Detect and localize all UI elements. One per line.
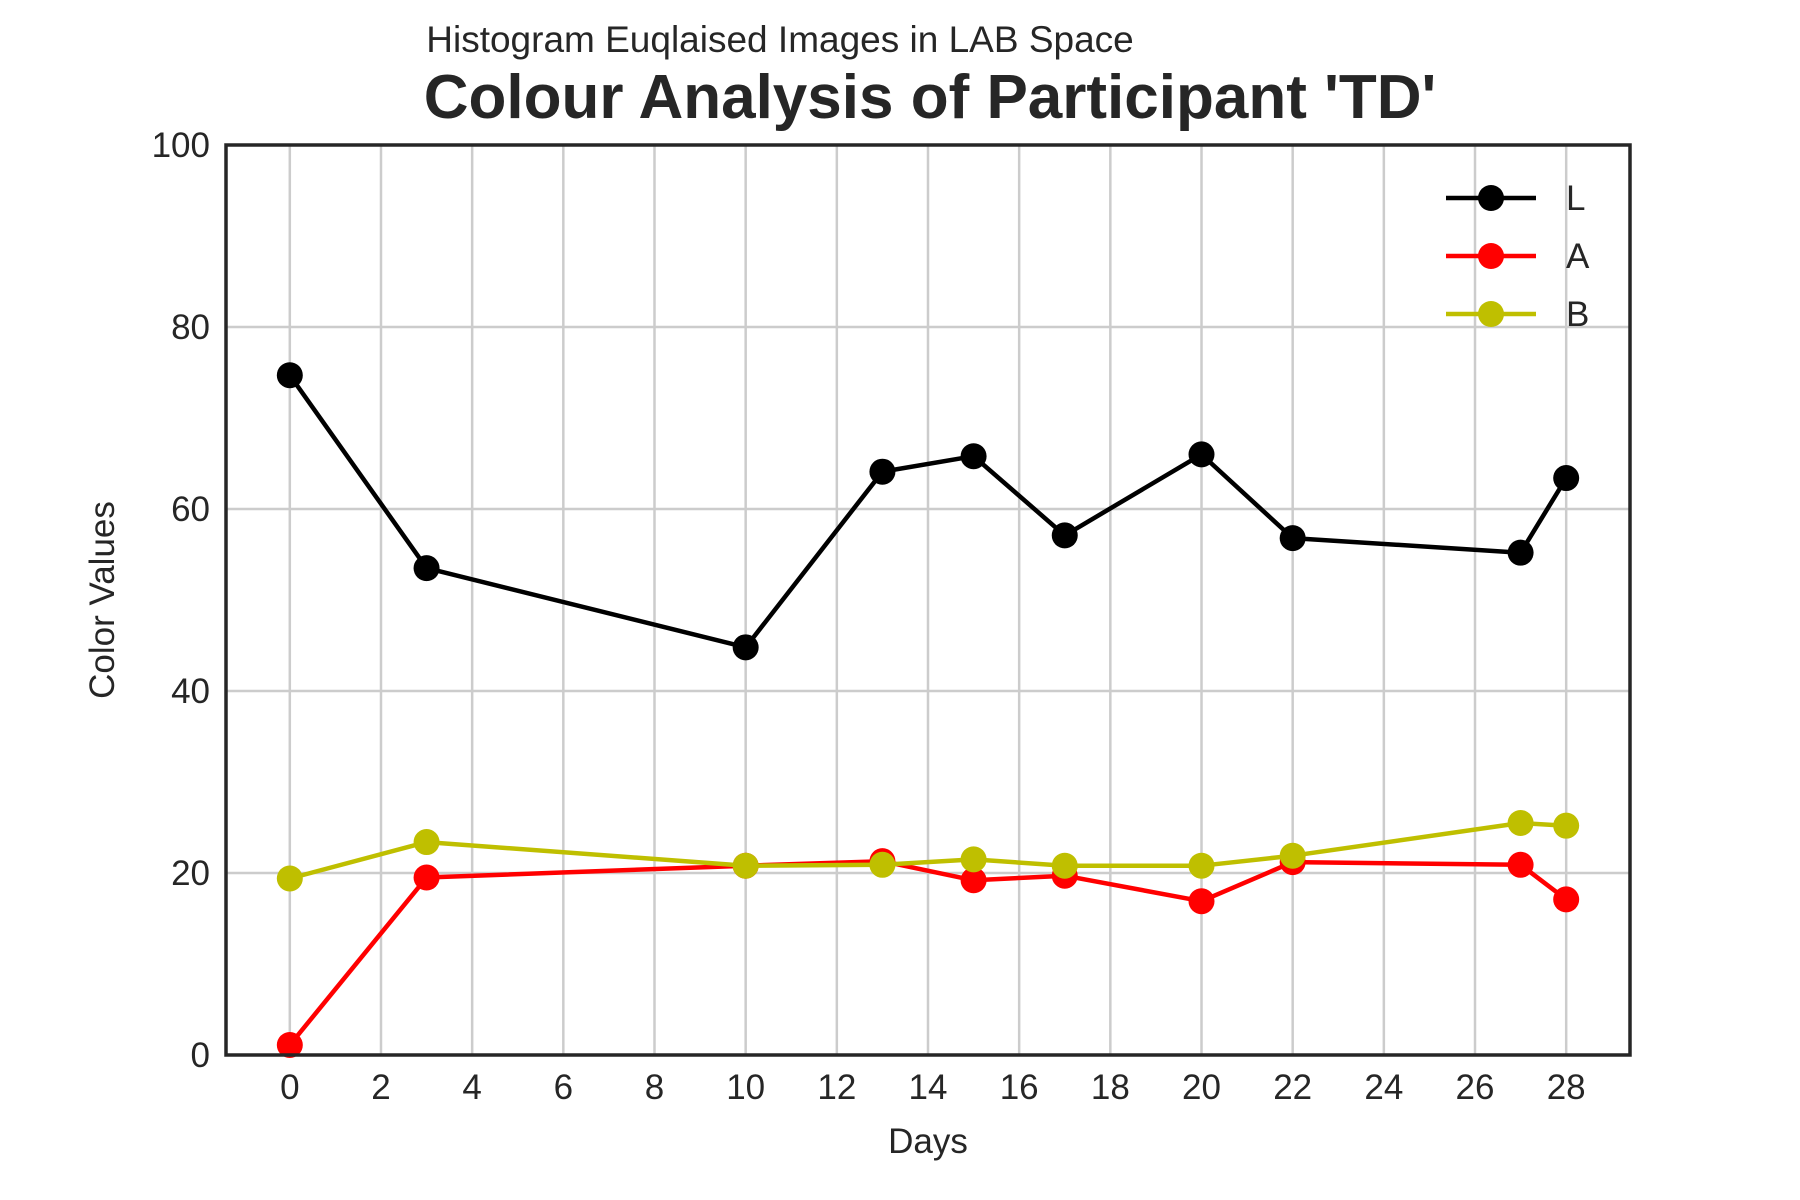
x-tick-label: 28 [1547, 1068, 1586, 1107]
data-point-B [1553, 812, 1580, 839]
legend-label: A [1566, 237, 1590, 276]
x-tick-label: 24 [1364, 1068, 1403, 1107]
x-tick-label: 22 [1273, 1068, 1312, 1107]
data-point-A [413, 864, 440, 891]
legend-entry-B: B [1446, 295, 1589, 334]
y-tick-label: 40 [171, 672, 210, 711]
data-point-L [1051, 522, 1078, 549]
x-tick-label: 16 [1000, 1068, 1039, 1107]
series-layer [276, 362, 1580, 1058]
x-tick-label: 0 [280, 1068, 299, 1107]
x-tick-label: 26 [1456, 1068, 1495, 1107]
data-point-A [1188, 888, 1215, 915]
data-point-B [276, 865, 303, 892]
x-tick-label: 18 [1091, 1068, 1130, 1107]
legend-marker [1478, 243, 1504, 269]
y-tick-label: 60 [171, 490, 210, 529]
x-tick-label: 10 [726, 1068, 765, 1107]
x-tick-label: 12 [817, 1068, 856, 1107]
data-point-A [1507, 851, 1534, 878]
data-point-L [276, 362, 303, 389]
chart-suptitle: Histogram Euqlaised Images in LAB Space [426, 19, 1133, 60]
data-point-B [413, 829, 440, 856]
x-tick-label: 4 [462, 1068, 481, 1107]
y-tick-label: 20 [171, 854, 210, 893]
series-B [276, 809, 1580, 892]
data-point-B [960, 846, 987, 873]
data-point-L [1279, 525, 1306, 552]
data-point-B [869, 851, 896, 878]
data-point-A [960, 867, 987, 894]
chart-title: Colour Analysis of Participant 'TD' [424, 63, 1436, 132]
legend-marker [1478, 301, 1504, 327]
y-tick-label: 0 [191, 1036, 210, 1075]
data-point-L [869, 458, 896, 485]
legend-marker [1478, 185, 1504, 211]
data-point-B [732, 852, 759, 879]
series-line-L [287, 373, 1569, 650]
legend-entry-L: L [1446, 179, 1585, 218]
data-point-L [1507, 539, 1534, 566]
plot-frame [224, 143, 1632, 1057]
x-tick-label: 20 [1182, 1068, 1221, 1107]
y-tick-label: 100 [152, 126, 210, 165]
series-L [276, 362, 1580, 661]
grid-lines [226, 143, 1630, 1057]
data-point-B [1051, 852, 1078, 879]
legend-entry-A: A [1446, 237, 1590, 276]
x-tick-label: 2 [371, 1068, 390, 1107]
data-point-B [1507, 809, 1534, 836]
legend-label: B [1566, 295, 1589, 334]
data-point-L [413, 555, 440, 582]
data-point-B [1279, 842, 1306, 869]
data-point-B [1188, 852, 1215, 879]
x-tick-label: 6 [554, 1068, 573, 1107]
y-axis-label: Color Values [83, 501, 122, 699]
data-point-A [1553, 886, 1580, 913]
legend-label: L [1566, 179, 1585, 218]
series-line-B [289, 820, 1567, 881]
x-axis-label: Days [888, 1122, 968, 1161]
x-tick-label: 8 [645, 1068, 664, 1107]
data-point-A [276, 1031, 303, 1058]
data-point-L [1188, 441, 1215, 468]
x-tick-label: 14 [909, 1068, 948, 1107]
data-point-L [1553, 465, 1580, 492]
series-line-A [288, 858, 1568, 1047]
data-point-L [732, 634, 759, 661]
y-tick-label: 80 [171, 308, 210, 347]
data-point-L [960, 443, 987, 470]
legend: LAB [1446, 179, 1590, 334]
